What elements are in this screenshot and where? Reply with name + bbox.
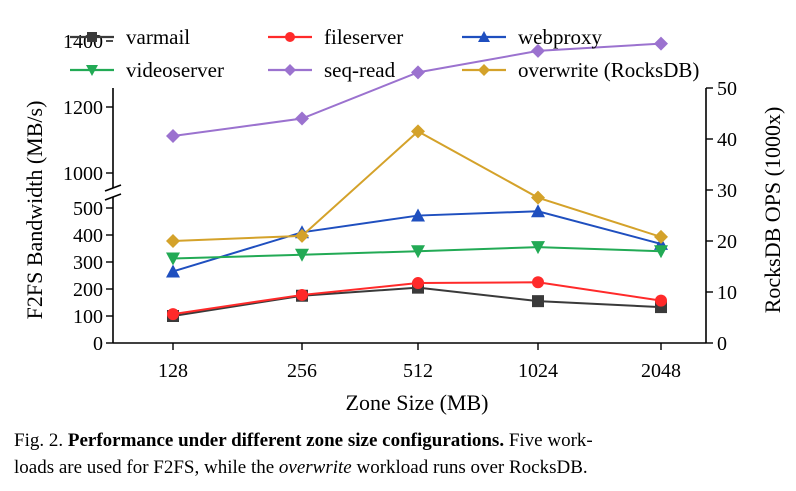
caption-prefix: Fig. 2. xyxy=(14,430,64,451)
y-right-tick-label: 50 xyxy=(717,78,737,100)
y-left-tick-label: 100 xyxy=(73,306,103,328)
data-point xyxy=(531,190,545,205)
y-left-tick-label: 500 xyxy=(73,198,103,220)
data-point xyxy=(411,245,425,259)
data-point xyxy=(478,31,490,42)
data-point xyxy=(531,204,545,218)
legend-item: videoserver xyxy=(70,58,224,82)
data-point xyxy=(654,245,668,259)
series-overwrite-rocksdb- xyxy=(166,124,668,248)
chart-legend: varmail fileserver webproxy videoserver seq-… xyxy=(70,25,699,82)
data-point xyxy=(478,64,490,76)
data-point xyxy=(412,277,424,290)
chart-ticks: 0100200300400500100012001400010203040501… xyxy=(63,31,737,382)
data-point xyxy=(86,65,98,76)
data-point xyxy=(166,234,180,248)
x-tick-label: 2048 xyxy=(641,360,681,382)
data-point xyxy=(411,124,425,139)
legend-item: seq-read xyxy=(268,58,396,82)
figure-caption: Fig. 2. Performance under different zone… xyxy=(14,427,786,481)
data-point xyxy=(654,36,668,51)
x-tick-label: 128 xyxy=(158,360,188,382)
data-point xyxy=(532,276,544,289)
y-axis-left-label: F2FS Bandwidth (MB/s) xyxy=(22,101,47,320)
x-axis-label: Zone Size (MB) xyxy=(346,390,489,415)
caption-text-2: loads are used for F2FS, while the xyxy=(14,457,275,478)
chart-axes xyxy=(104,88,707,344)
data-point xyxy=(296,288,308,301)
y-right-tick-label: 10 xyxy=(717,282,737,304)
data-point xyxy=(167,308,179,321)
y-right-tick-label: 30 xyxy=(717,180,737,202)
data-point xyxy=(655,294,667,307)
caption-bold: Performance under different zone size co… xyxy=(67,430,505,451)
x-tick-label: 1024 xyxy=(518,360,558,382)
legend-label: fileserver xyxy=(324,25,403,49)
legend-label: varmail xyxy=(126,25,190,49)
series-videoserver xyxy=(166,241,668,266)
data-point xyxy=(531,43,545,58)
y-left-tick-label: 1000 xyxy=(63,163,103,185)
data-point xyxy=(532,295,544,308)
caption-text-1: Five work- xyxy=(508,430,593,451)
y-left-tick-label: 200 xyxy=(73,279,103,301)
legend-item: varmail xyxy=(70,25,190,49)
data-point xyxy=(531,241,545,255)
data-point xyxy=(295,111,309,126)
y-axis-right-label: RocksDB OPS (1000x) xyxy=(760,107,785,314)
x-tick-label: 512 xyxy=(403,360,433,382)
chart: 0100200300400500100012001400010203040501… xyxy=(22,25,785,415)
data-point xyxy=(166,252,180,266)
data-point xyxy=(87,32,97,42)
caption-text-3: workload runs over RocksDB. xyxy=(356,457,588,478)
y-right-tick-label: 0 xyxy=(717,333,727,355)
legend-label: videoserver xyxy=(126,58,224,82)
data-point xyxy=(295,248,309,262)
data-point xyxy=(166,264,180,278)
legend-label: overwrite (RocksDB) xyxy=(518,58,699,82)
y-left-tick-label: 400 xyxy=(73,225,103,247)
legend-label: seq-read xyxy=(324,58,396,82)
y-left-tick-label: 0 xyxy=(93,333,103,355)
series-fileserver xyxy=(167,276,667,321)
legend-label: webproxy xyxy=(518,25,602,49)
x-tick-label: 256 xyxy=(287,360,317,382)
legend-item: webproxy xyxy=(462,25,602,49)
chart-series xyxy=(166,36,668,322)
legend-item: fileserver xyxy=(268,25,403,49)
y-left-tick-label: 1200 xyxy=(63,97,103,119)
series-seq-read xyxy=(166,36,668,144)
y-left-tick-label: 300 xyxy=(73,252,103,274)
y-right-tick-label: 40 xyxy=(717,129,737,151)
data-point xyxy=(166,129,180,144)
axis-break-mark xyxy=(104,184,122,192)
data-point xyxy=(285,32,295,42)
caption-italic: overwrite xyxy=(278,457,352,478)
data-point xyxy=(295,228,309,243)
legend-item: overwrite (RocksDB) xyxy=(462,58,699,82)
y-right-tick-label: 20 xyxy=(717,231,737,253)
data-point xyxy=(411,65,425,80)
axis-break-mark xyxy=(104,193,122,201)
data-point xyxy=(411,208,425,222)
data-point xyxy=(284,64,296,76)
data-point xyxy=(654,229,668,244)
